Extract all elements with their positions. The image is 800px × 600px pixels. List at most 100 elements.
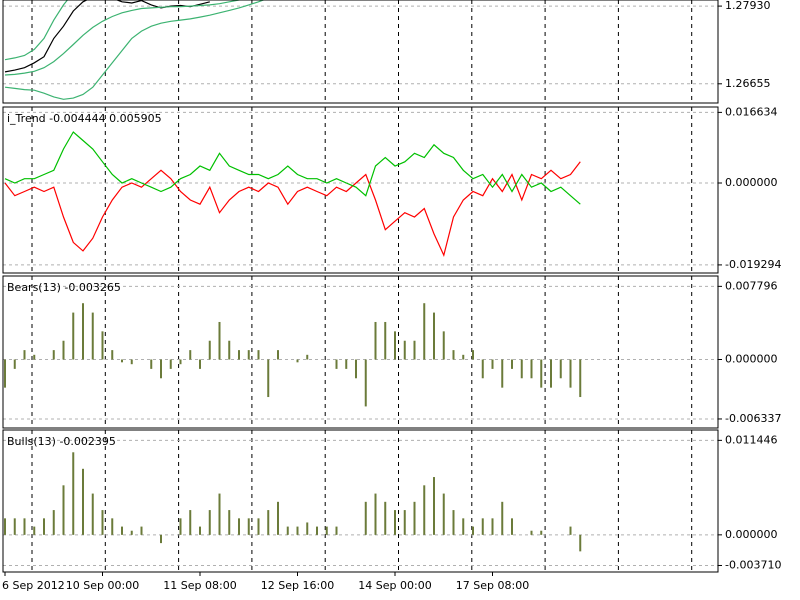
bar: [501, 501, 504, 535]
bar: [472, 526, 474, 535]
bar: [423, 303, 426, 360]
x-tick-label: 11 Sep 08:00: [163, 579, 236, 592]
pane: [3, 430, 718, 572]
bar: [540, 359, 543, 388]
pane: [3, 0, 718, 103]
bar: [569, 526, 572, 535]
bar: [306, 354, 309, 360]
x-tick-label: 14 Sep 00:00: [358, 579, 431, 592]
bar: [579, 534, 582, 552]
pane-title: Bulls(13) -0.002395: [7, 435, 116, 448]
bar: [179, 518, 182, 535]
bar: [52, 510, 55, 535]
bar: [52, 350, 55, 360]
bar: [13, 359, 16, 369]
bar: [559, 359, 562, 379]
bar: [208, 510, 211, 535]
bar: [208, 340, 211, 360]
bar: [384, 321, 387, 360]
bar: [335, 359, 338, 369]
bar: [23, 350, 26, 360]
bar: [374, 493, 377, 535]
bar: [296, 359, 299, 363]
bar: [403, 510, 406, 535]
bar: [394, 510, 396, 535]
y-tick-label: 0.000000: [725, 176, 778, 189]
bar: [33, 354, 36, 360]
pane-frame: [2, 429, 719, 573]
pane: [3, 276, 718, 428]
bar: [530, 530, 533, 535]
bar: [364, 359, 367, 407]
bar: [511, 518, 513, 535]
bar: [91, 493, 94, 535]
bar: [374, 321, 377, 360]
bar: [413, 501, 416, 535]
bar: [199, 526, 201, 535]
bar: [160, 359, 162, 379]
bar: [140, 526, 143, 535]
bar: [33, 526, 36, 535]
bar: [238, 518, 240, 535]
y-tick-label: -0.019294: [725, 258, 781, 271]
bar: [462, 354, 465, 360]
bar: [111, 350, 114, 360]
bar: [491, 359, 494, 369]
bar: [169, 359, 172, 369]
series-line: [4, 131, 581, 205]
bar: [569, 359, 572, 388]
bar: [150, 359, 153, 369]
series-line: [4, 0, 210, 73]
y-tick-label: 1.27930: [725, 0, 771, 12]
bar: [452, 510, 455, 535]
bar: [472, 350, 474, 360]
series-line: [4, 0, 243, 76]
bar: [481, 518, 484, 535]
bar: [130, 530, 133, 535]
bar: [462, 518, 465, 535]
bar: [355, 359, 357, 379]
bar: [82, 303, 84, 360]
bar: [228, 510, 231, 535]
bar: [179, 359, 182, 365]
bar: [550, 359, 552, 388]
bar: [306, 522, 309, 535]
bar: [238, 350, 240, 360]
bar: [218, 321, 221, 360]
bar: [491, 518, 494, 535]
bar: [511, 359, 513, 369]
bar: [384, 501, 387, 535]
bar: [4, 359, 6, 388]
bar: [72, 312, 75, 360]
x-tick-label: 17 Sep 08:00: [456, 579, 529, 592]
bar: [433, 312, 435, 360]
bar: [218, 493, 221, 535]
pane-frame: [2, 106, 719, 274]
y-tick-label: 0.000000: [725, 353, 778, 366]
bar: [189, 510, 192, 535]
bar: [257, 518, 260, 535]
bar: [394, 331, 396, 360]
bar: [316, 526, 318, 535]
x-tick-label: 10 Sep 00:00: [66, 579, 139, 592]
bar: [23, 518, 26, 535]
bar: [433, 477, 435, 535]
y-tick-label: -0.006337: [725, 412, 781, 425]
bar: [257, 350, 260, 360]
bar: [413, 340, 416, 360]
bar: [296, 526, 299, 535]
bar: [247, 518, 250, 535]
pane: [3, 107, 718, 273]
bar: [111, 518, 114, 535]
bar: [345, 359, 348, 369]
bar: [228, 340, 231, 360]
bar: [267, 510, 270, 535]
bar: [247, 350, 250, 360]
bar: [423, 485, 426, 535]
bar: [62, 340, 65, 360]
bar: [121, 526, 123, 535]
bar: [520, 359, 523, 379]
pane-frame: [2, 0, 719, 104]
series-line: [4, 0, 266, 100]
